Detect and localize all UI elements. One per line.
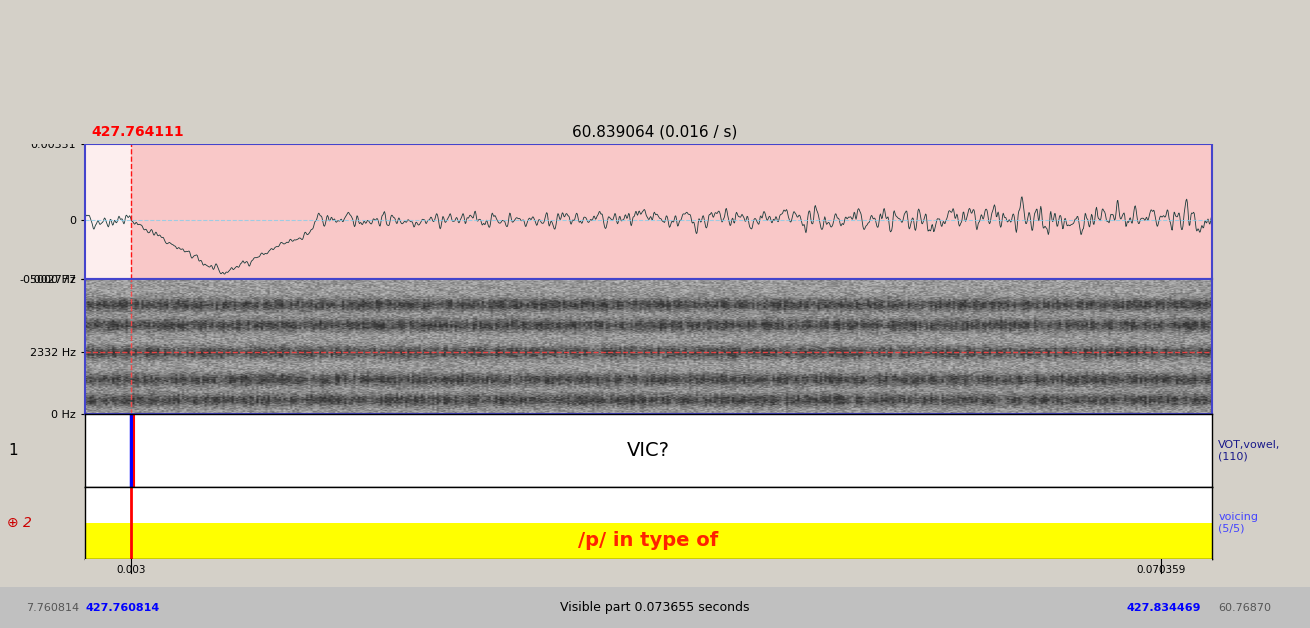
Text: /p/ in type of: /p/ in type of [578,531,719,550]
Text: voicing
(5/5): voicing (5/5) [1218,512,1259,534]
Text: 0.070359: 0.070359 [1137,565,1186,575]
Text: 60.839064 (0.016 / s): 60.839064 (0.016 / s) [572,124,738,139]
Text: ⊕ 2: ⊕ 2 [7,516,31,530]
Bar [85,144,131,279]
Text: 60.76870: 60.76870 [1218,603,1271,612]
Bar [85,522,1212,559]
Text: 1: 1 [8,443,18,458]
Bar [131,522,1212,559]
Text: 427.764111: 427.764111 [92,125,185,139]
Text: VOT,vowel,
(110): VOT,vowel, (110) [1218,440,1281,462]
Text: 427.760814: 427.760814 [85,603,160,612]
Text: 7.760814: 7.760814 [26,603,80,612]
Text: Visible part 0.073655 seconds: Visible part 0.073655 seconds [561,601,749,614]
Text: VIC?: VIC? [627,441,669,460]
Bar [85,487,1212,522]
Text: 427.834469: 427.834469 [1127,603,1201,612]
Text: 0.003: 0.003 [117,565,145,575]
